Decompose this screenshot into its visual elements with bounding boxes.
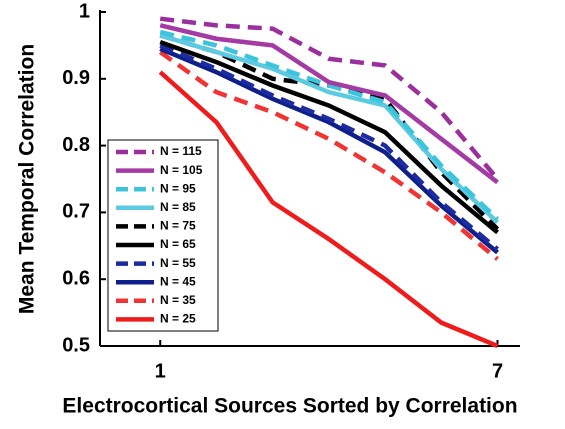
y-tick-label: 0.7 (62, 201, 90, 223)
y-tick-label: 0.9 (62, 67, 90, 89)
y-tick-label: 1 (79, 0, 90, 22)
series-line (158, 50, 499, 261)
legend-label: N = 115 (160, 144, 202, 158)
series-line (159, 16, 500, 181)
legend-label: N = 105 (160, 163, 203, 177)
legend-label: N = 35 (160, 293, 196, 307)
series-line (159, 39, 499, 235)
series-line (158, 70, 499, 348)
series-line (159, 23, 499, 185)
legend-label: N = 25 (160, 312, 196, 326)
legend-label: N = 95 (160, 181, 196, 195)
series-line (159, 46, 499, 255)
legend-label: N = 85 (160, 200, 196, 214)
x-tick-label: 1 (155, 360, 166, 382)
legend-label: N = 65 (160, 237, 196, 251)
y-tick-label: 0.5 (62, 334, 90, 356)
x-tick-label: 7 (492, 360, 503, 382)
series-line (159, 29, 500, 221)
legend-label: N = 55 (160, 256, 196, 270)
y-tick-label: 0.8 (62, 134, 90, 156)
legend-label: N = 45 (160, 274, 196, 288)
series-line (159, 33, 500, 225)
y-tick-label: 0.6 (62, 267, 90, 289)
y-axis-label: Mean Temporal Correlation (16, 44, 39, 314)
x-axis-label: Electrocortical Sources Sorted by Correl… (62, 395, 517, 418)
legend-label: N = 75 (160, 219, 196, 233)
series-line (159, 43, 499, 251)
